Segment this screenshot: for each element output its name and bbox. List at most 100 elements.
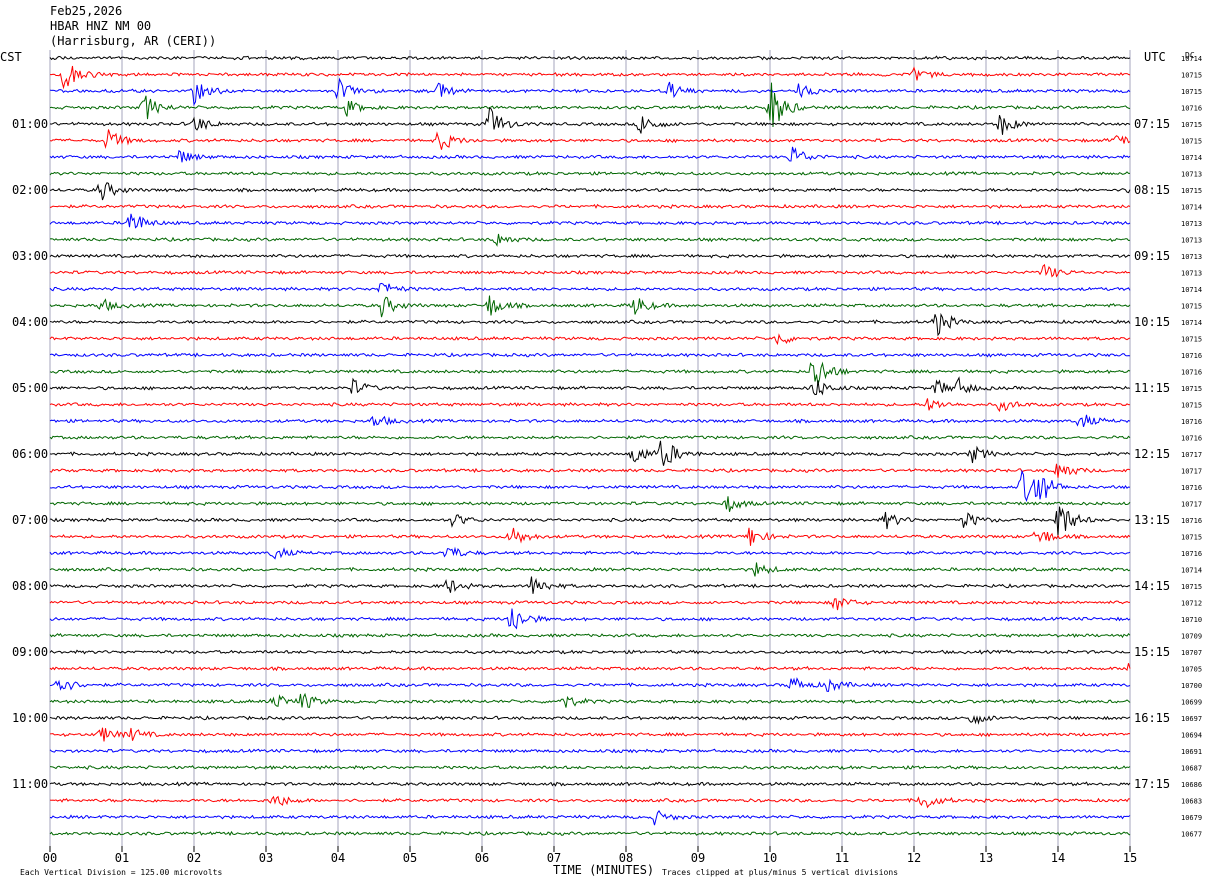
- x-tick-label: 00: [43, 851, 57, 865]
- dc-offset-label: 10716: [1181, 435, 1202, 443]
- seismogram-trace: [49, 546, 1131, 560]
- right-time-label: 08:15: [1134, 183, 1170, 197]
- seismogram-trace: [49, 414, 1131, 427]
- seismogram-trace: [49, 312, 1131, 337]
- seismogram-trace: [49, 727, 1131, 742]
- dc-offset-label: 10715: [1181, 534, 1202, 542]
- plot-date: Feb25,2026: [50, 4, 123, 18]
- seismogram-trace: [49, 469, 1131, 502]
- dc-offset-label: 10714: [1181, 567, 1202, 575]
- dc-offset-label: 10716: [1181, 550, 1202, 558]
- dc-offset-label: 10713: [1181, 220, 1202, 228]
- dc-offset-label: 10717: [1181, 468, 1202, 476]
- dc-offset-label: 10709: [1181, 633, 1202, 641]
- seismogram-trace: [49, 677, 1131, 692]
- dc-offset-label: 10710: [1181, 616, 1202, 624]
- seismogram-trace: [49, 107, 1131, 135]
- left-time-label: 02:00: [12, 183, 48, 197]
- seismogram-traces: [49, 55, 1131, 837]
- dc-offset-label: 10715: [1181, 583, 1202, 591]
- right-time-label: 14:15: [1134, 579, 1170, 593]
- dc-offset-label: 10716: [1181, 369, 1202, 377]
- dc-offset-label: 10716: [1181, 418, 1202, 426]
- dc-offset-label: 10686: [1181, 781, 1202, 789]
- seismogram-trace: [49, 527, 1131, 546]
- seismogram-trace: [49, 506, 1131, 537]
- seismogram-trace: [49, 649, 1131, 655]
- x-tick-label: 09: [691, 851, 705, 865]
- seismogram-trace: [49, 748, 1131, 754]
- seismogram-trace: [49, 361, 1131, 385]
- seismogram-trace: [49, 282, 1131, 293]
- left-time-label: 10:00: [12, 711, 48, 725]
- left-time-label: 01:00: [12, 117, 48, 131]
- seismogram-trace: [49, 496, 1131, 512]
- scale-note: Each Vertical Division = 125.00 microvol…: [20, 868, 222, 877]
- left-time-label: 06:00: [12, 447, 48, 461]
- dc-offset-label: 10715: [1181, 121, 1202, 129]
- x-tick-label: 02: [187, 851, 201, 865]
- seismogram-trace: [49, 233, 1131, 247]
- left-time-label: 03:00: [12, 249, 48, 263]
- left-timezone-label: CST: [0, 50, 22, 64]
- dc-offset-label: 10714: [1181, 286, 1202, 294]
- x-tick-label: 05: [403, 851, 417, 865]
- dc-offset-label: 10694: [1181, 732, 1202, 740]
- dc-offset-label: 10717: [1181, 451, 1202, 459]
- dc-offset-label: 10714: [1181, 204, 1202, 212]
- seismogram-trace: [49, 253, 1131, 259]
- dc-offset-label: 10713: [1181, 171, 1202, 179]
- seismogram-trace: [49, 182, 1131, 201]
- seismogram-trace: [49, 576, 1130, 594]
- dc-offset-label: 10715: [1181, 138, 1202, 146]
- left-time-label: 09:00: [12, 645, 48, 659]
- seismogram-trace: [49, 715, 1131, 725]
- plot-location: (Harrisburg, AR (CERI)): [50, 34, 217, 48]
- dc-offset-label: 10707: [1181, 649, 1202, 657]
- dc-offset-label: 10715: [1181, 72, 1202, 80]
- x-tick-label: 10: [763, 851, 777, 865]
- seismogram-trace: [49, 434, 1131, 440]
- seismogram-trace: [49, 781, 1131, 787]
- dc-offset-label: 10716: [1181, 352, 1202, 360]
- dc-offset-label: 10687: [1181, 765, 1202, 773]
- seismogram-trace: [49, 632, 1131, 639]
- right-time-label: 16:15: [1134, 711, 1170, 725]
- seismogram-trace: [49, 663, 1131, 672]
- right-time-label: 10:15: [1134, 315, 1170, 329]
- dc-offset-label: 10714: [1181, 55, 1202, 63]
- seismogram-trace: [49, 263, 1131, 278]
- dc-offset-label: 10715: [1181, 385, 1202, 393]
- dc-offset-label: 10715: [1181, 88, 1202, 96]
- dc-offset-label: 10713: [1181, 253, 1202, 261]
- dc-offset-label: 10691: [1181, 748, 1202, 756]
- dc-offset-label: 10716: [1181, 517, 1202, 525]
- seismogram-trace: [49, 352, 1131, 358]
- right-time-label: 15:15: [1134, 645, 1170, 659]
- dc-offset-label: 10714: [1181, 319, 1202, 327]
- dc-offset-label: 10683: [1181, 798, 1202, 806]
- dc-offset-label: 10679: [1181, 814, 1202, 822]
- axis-labels: CST UTC DC Each Vertical Division = 125.…: [0, 50, 1202, 877]
- dc-offset-label: 10715: [1181, 187, 1202, 195]
- seismogram-trace: [49, 398, 1131, 413]
- seismogram-trace: [49, 764, 1131, 771]
- dc-offset-label: 10713: [1181, 270, 1202, 278]
- seismogram-trace: [49, 376, 1131, 396]
- left-time-label: 11:00: [12, 777, 48, 791]
- grid-lines: [49, 50, 1131, 852]
- dc-offset-label: 10705: [1181, 666, 1202, 674]
- seismogram-trace: [49, 608, 1131, 630]
- seismogram-trace: [49, 463, 1131, 478]
- seismogram-trace: [49, 692, 1131, 708]
- dc-offset-label: 10700: [1181, 682, 1202, 690]
- right-time-label: 12:15: [1134, 447, 1170, 461]
- dc-offset-label: 10717: [1181, 501, 1202, 509]
- clip-note: Traces clipped at plus/minus 5 vertical …: [662, 868, 898, 877]
- seismogram-trace: [49, 82, 1131, 128]
- dc-offset-label: 10716: [1181, 484, 1202, 492]
- right-time-label: 11:15: [1134, 381, 1170, 395]
- dc-offset-label: 10677: [1181, 831, 1202, 839]
- seismogram-trace: [49, 795, 1130, 809]
